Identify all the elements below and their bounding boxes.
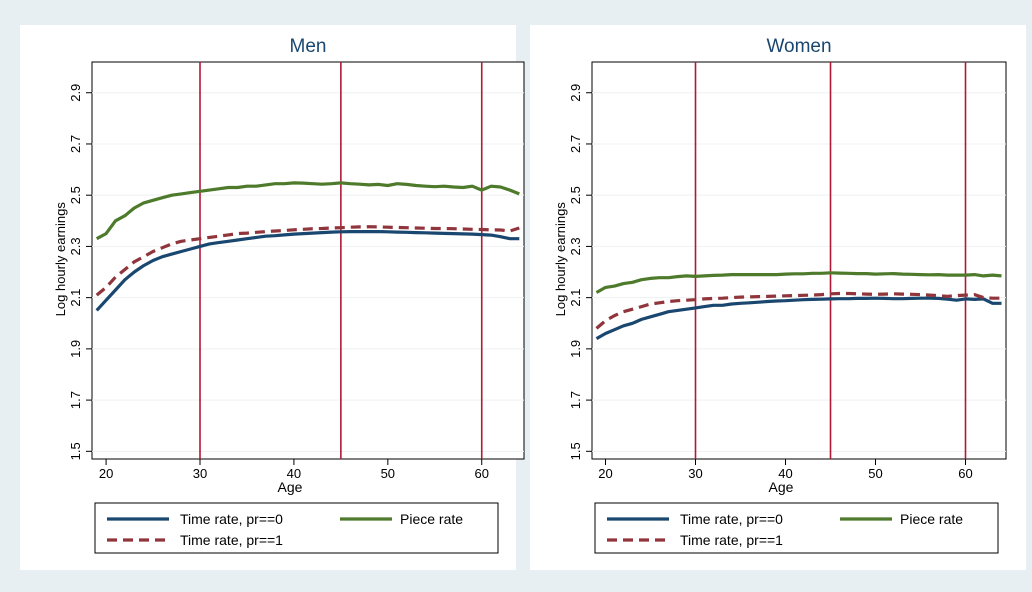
series-line-1: [595, 296, 1002, 340]
x-tick-label: 30: [688, 466, 702, 481]
y-axis-label: Log hourly earnings: [553, 202, 568, 317]
series-line-2: [95, 181, 520, 241]
x-tick-label: 40: [287, 466, 301, 481]
legend-label-3: Time rate, pr==1: [680, 532, 783, 548]
y-tick-label: 2.5: [68, 186, 83, 204]
y-tick-label: 1.9: [68, 340, 83, 358]
legend-label-2: Piece rate: [900, 511, 963, 527]
x-tick-label: 20: [99, 466, 113, 481]
y-tick-label: 2.7: [68, 135, 83, 153]
legend: Time rate, pr==0 Piece rate Time rate, pr=…: [594, 502, 999, 554]
x-tick-label: 50: [868, 466, 882, 481]
y-tick-label: 1.5: [568, 442, 583, 460]
y-tick-label: 1.7: [568, 391, 583, 409]
legend-box: [594, 502, 999, 554]
legend-box: [94, 502, 499, 554]
y-tick-label: 2.9: [568, 84, 583, 102]
x-tick-label: 40: [778, 466, 792, 481]
y-axis-label: Log hourly earnings: [53, 202, 68, 317]
y-tick-label: 1.5: [68, 442, 83, 460]
chart-title: Women: [766, 36, 831, 57]
y-tick-label: 1.9: [568, 340, 583, 358]
y-tick-label: 2.9: [68, 84, 83, 102]
y-tick-label: 2.5: [568, 186, 583, 204]
y-tick-label: 2.1: [68, 289, 83, 307]
y-tick-label: 1.7: [68, 391, 83, 409]
series-line-2: [595, 271, 1002, 294]
series-line-3: [595, 291, 1002, 330]
chart-title: Men: [290, 36, 327, 57]
x-tick-label: 60: [475, 466, 489, 481]
plot-area: [91, 61, 525, 460]
y-tick-label: 2.3: [68, 237, 83, 255]
chart-panel-1: 1.5 1.7 1.9 2.1 2.3 2.5 2.7 2.9 20 30 40 50 60 Men Age…: [20, 25, 525, 570]
legend-label-1: Time rate, pr==0: [680, 511, 783, 527]
y-tick-label: 2.7: [568, 135, 583, 153]
legend-label-3: Time rate, pr==1: [180, 532, 283, 548]
series-line-3: [95, 225, 520, 297]
legend: Time rate, pr==0 Piece rate Time rate, pr=…: [94, 502, 499, 554]
chart-panel-2: 1.5 1.7 1.9 2.1 2.3 2.5 2.7 2.9 20 30 40 50 60 Women A…: [530, 25, 1026, 570]
x-tick-label: 60: [958, 466, 972, 481]
x-tick-label: 20: [598, 466, 612, 481]
series-line-1: [95, 230, 520, 312]
y-tick-label: 2.3: [568, 237, 583, 255]
y-tick-label: 2.1: [568, 289, 583, 307]
x-tick-label: 50: [381, 466, 395, 481]
legend-label-2: Piece rate: [400, 511, 463, 527]
x-axis-label: Age: [769, 479, 794, 495]
x-tick-label: 30: [193, 466, 207, 481]
legend-label-1: Time rate, pr==0: [180, 511, 283, 527]
plot-area: [591, 61, 1007, 460]
x-axis-label: Age: [278, 479, 303, 495]
